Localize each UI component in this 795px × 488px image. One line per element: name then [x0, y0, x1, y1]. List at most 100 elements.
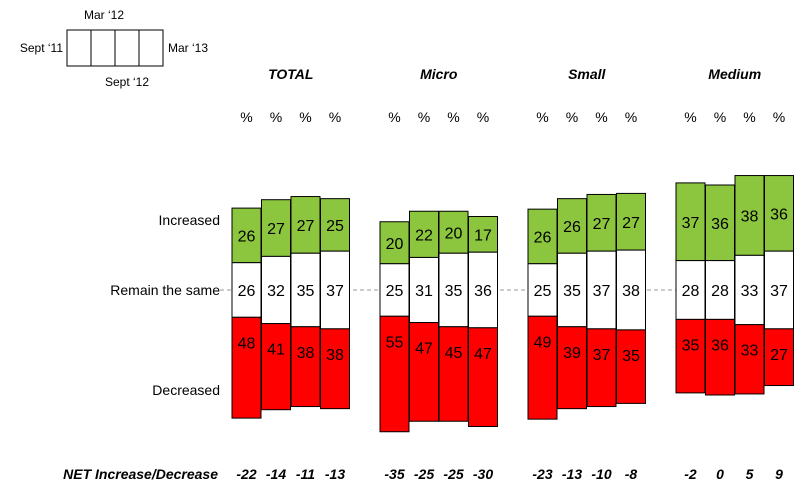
bar-segment-decreased [231, 316, 262, 419]
bar-segment-decreased [557, 326, 587, 410]
net-value: -25 [414, 466, 434, 482]
data-label-increased: 25 [326, 218, 344, 235]
data-label-decreased: 49 [534, 334, 552, 351]
percent-header: % [388, 109, 400, 125]
percent-header: % [536, 109, 548, 125]
data-label-increased: 27 [622, 215, 640, 232]
data-label-increased: 36 [711, 216, 729, 233]
data-label-same: 37 [326, 283, 344, 300]
net-value: -23 [532, 466, 552, 482]
legend-label-bottom: Sept ‘12 [105, 75, 149, 89]
bar-segment-same [527, 263, 558, 317]
data-label-same: 38 [622, 283, 640, 300]
bar-segment-decreased [320, 328, 350, 410]
bar-segment-decreased [734, 324, 765, 395]
bar-segment-decreased [261, 323, 291, 411]
data-label-decreased: 45 [445, 345, 463, 362]
data-label-decreased: 38 [297, 345, 315, 362]
data-label-increased: 17 [474, 227, 492, 244]
bar-segment-decreased [616, 329, 646, 404]
data-label-same: 36 [474, 283, 492, 300]
bar-segment-decreased [764, 328, 794, 387]
net-value: -2 [684, 466, 697, 482]
percent-header: % [566, 109, 578, 125]
bar-segment-increased [764, 175, 794, 252]
net-value: -25 [443, 466, 463, 482]
bar-segment-increased [527, 208, 558, 265]
bar-segment-same [705, 260, 735, 320]
bar-segment-same [616, 249, 646, 331]
legend-label-top: Mar ‘12 [84, 8, 124, 22]
data-label-same: 28 [711, 283, 729, 300]
data-label-same: 37 [770, 283, 788, 300]
bar-segment-same [468, 251, 498, 329]
data-label-decreased: 35 [622, 348, 640, 365]
bar-segment-same [320, 250, 350, 330]
percent-header: % [714, 109, 726, 125]
data-label-increased: 36 [770, 206, 788, 223]
percent-header: % [329, 109, 341, 125]
bar-segment-decreased [379, 315, 410, 433]
percent-header: % [477, 109, 489, 125]
bar-segment-increased [675, 182, 706, 262]
bar-segment-decreased [409, 322, 439, 422]
net-value: -14 [266, 466, 286, 482]
group-title-total: TOTAL [268, 66, 313, 82]
row-label-same: Remain the same [110, 282, 220, 298]
bar-segment-decreased [586, 328, 617, 408]
percent-header: % [299, 109, 311, 125]
net-value: -10 [591, 466, 611, 482]
legend-label-left: Sept ‘11 [20, 41, 63, 55]
data-label-increased: 37 [682, 215, 700, 232]
percent-header: % [418, 109, 430, 125]
percent-header: % [270, 109, 282, 125]
period-legend: Mar ‘12 Sept ‘12 Sept ‘11 Mar ‘13 [20, 8, 208, 89]
group-title-micro: Micro [420, 66, 458, 82]
net-value: 9 [775, 466, 783, 482]
bar-segment-increased [320, 198, 350, 252]
data-label-increased: 26 [563, 219, 581, 236]
data-label-increased: 22 [415, 227, 433, 244]
net-value: 5 [746, 466, 754, 482]
net-value: -8 [625, 466, 638, 482]
row-label-decreased: Decreased [152, 382, 220, 398]
data-label-decreased: 37 [593, 347, 611, 364]
group-title-small: Small [568, 66, 606, 82]
data-label-same: 28 [682, 283, 700, 300]
net-value: -35 [384, 466, 404, 482]
bar-segment-same [764, 250, 794, 330]
data-label-same: 26 [238, 283, 256, 300]
data-label-decreased: 41 [267, 342, 285, 359]
data-label-same: 37 [593, 283, 611, 300]
percent-header: % [447, 109, 459, 125]
data-label-increased: 20 [386, 236, 404, 253]
bar-segment-same [438, 252, 469, 328]
bar-segment-decreased [468, 327, 498, 427]
data-label-increased: 26 [534, 229, 552, 246]
row-label-increased: Increased [159, 212, 220, 228]
group-title-medium: Medium [708, 66, 761, 82]
percent-header: % [773, 109, 785, 125]
bar-segment-decreased [675, 318, 706, 394]
bar-groups: TOTAL% 26 26 48 -22% 27 32 41 -14% 27 35 38 -11% 25 37… [231, 66, 794, 482]
bar-segment-same [290, 252, 321, 328]
bar-segment-same [586, 250, 617, 330]
data-label-same: 25 [386, 283, 404, 300]
percent-header: % [625, 109, 637, 125]
data-label-same: 33 [741, 283, 759, 300]
data-label-same: 35 [563, 283, 581, 300]
bar-segment-increased [231, 207, 262, 264]
net-value: 0 [716, 466, 724, 482]
bar-segment-decreased [438, 326, 469, 422]
percent-header: % [240, 109, 252, 125]
data-label-increased: 27 [267, 221, 285, 238]
data-label-decreased: 33 [741, 343, 759, 360]
data-label-same: 25 [534, 283, 552, 300]
legend-label-right: Mar ‘13 [168, 41, 208, 55]
data-label-increased: 20 [445, 225, 463, 242]
data-label-decreased: 55 [386, 334, 404, 351]
data-label-same: 35 [445, 283, 463, 300]
bar-segment-increased [557, 198, 587, 254]
percent-header: % [595, 109, 607, 125]
